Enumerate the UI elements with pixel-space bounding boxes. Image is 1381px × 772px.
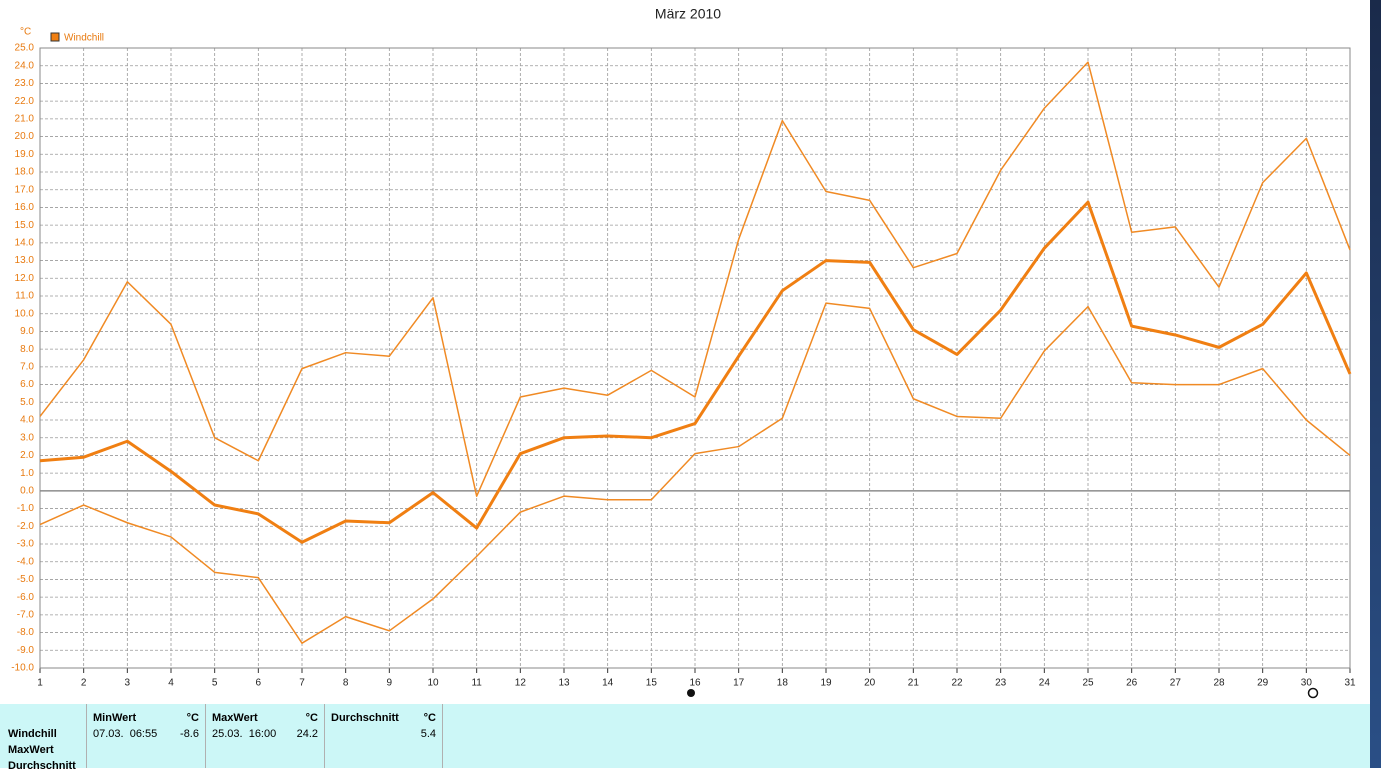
y-tick-label: 1.0 <box>20 468 34 479</box>
y-tick-label: 20.0 <box>15 131 35 142</box>
y-tick-label: 23.0 <box>15 78 35 89</box>
x-tick-label: 30 <box>1301 678 1313 689</box>
y-tick-label: 25.0 <box>15 43 35 54</box>
column-header: Durchschnitt <box>331 712 399 724</box>
y-tick-label: -4.0 <box>17 556 35 567</box>
x-tick-label: 10 <box>427 678 439 689</box>
y-tick-label: 6.0 <box>20 379 34 390</box>
y-tick-label: 19.0 <box>15 149 35 160</box>
y-tick-label: 13.0 <box>15 255 35 266</box>
stats-column: Durchschnitt °C 5.4 <box>324 704 443 768</box>
x-tick-label: 1 <box>37 678 43 689</box>
legend-swatch <box>50 32 60 42</box>
y-tick-label: 3.0 <box>20 432 34 443</box>
stat-value: 24.2 <box>296 728 318 740</box>
marker-icon <box>1307 687 1319 699</box>
stats-column: MaxWert °C 25.03. 16:00 24.2 <box>205 704 325 768</box>
x-tick-label: 25 <box>1082 678 1094 689</box>
y-tick-label: 24.0 <box>15 60 35 71</box>
column-unit: °C <box>305 712 318 724</box>
x-tick-label: 2 <box>81 678 87 689</box>
stat-time: 07.03. 06:55 <box>93 728 158 740</box>
stats-panel: Windchill MaxWert Durchschnitt MinWert °C 07.… <box>0 704 1370 772</box>
y-tick-label: -10.0 <box>11 663 34 674</box>
y-tick-label: 2.0 <box>20 450 34 461</box>
row-label: MaxWert <box>8 744 54 756</box>
x-tick-label: 3 <box>125 678 131 689</box>
marker-icon <box>687 689 695 697</box>
y-tick-label: 4.0 <box>20 415 34 426</box>
stat-value: -8.6 <box>180 728 199 740</box>
stat-time: 25.03. 16:00 <box>212 728 277 740</box>
x-tick-label: 17 <box>733 678 745 689</box>
x-tick-label: 5 <box>212 678 218 689</box>
x-tick-label: 21 <box>908 678 920 689</box>
chart-title: März 2010 <box>655 6 721 22</box>
x-tick-label: 11 <box>471 678 482 689</box>
y-unit: °C <box>20 27 31 38</box>
y-tick-label: 17.0 <box>15 184 35 195</box>
x-tick-label: 9 <box>387 678 393 689</box>
x-tick-label: 18 <box>777 678 789 689</box>
x-tick-label: 19 <box>820 678 832 689</box>
row-label: Durchschnitt <box>8 760 76 772</box>
x-tick-label: 15 <box>646 678 658 689</box>
y-tick-label: 16.0 <box>15 202 35 213</box>
y-tick-label: -8.0 <box>17 627 35 638</box>
x-tick-label: 20 <box>864 678 876 689</box>
y-tick-label: 10.0 <box>15 308 35 319</box>
data-line <box>39 302 1351 644</box>
x-tick-label: 7 <box>299 678 305 689</box>
y-tick-label: 21.0 <box>15 113 35 124</box>
x-tick-label: 26 <box>1126 678 1138 689</box>
y-tick-label: -6.0 <box>17 592 35 603</box>
chart: März 2010 °C Windchill -10.0 -9.0 -8.0 -7.0… <box>11 6 1356 699</box>
data-line <box>39 200 1352 544</box>
y-tick-label: 22.0 <box>15 96 35 107</box>
y-tick-label: 9.0 <box>20 326 34 337</box>
x-tick-label: 29 <box>1257 678 1269 689</box>
y-tick-label: -2.0 <box>17 521 35 532</box>
x-tick-label: 13 <box>558 678 570 689</box>
x-tick-label: 14 <box>602 678 614 689</box>
stats-column: MinWert °C 07.03. 06:55 -8.6 <box>86 704 206 768</box>
window-edge <box>1370 0 1381 768</box>
x-tick-label: 6 <box>256 678 262 689</box>
y-tick-label: 15.0 <box>15 220 35 231</box>
y-tick-label: -3.0 <box>17 539 35 550</box>
x-tick-label: 22 <box>951 678 963 689</box>
x-tick-label: 8 <box>343 678 349 689</box>
y-tick-label: 8.0 <box>20 344 34 355</box>
y-tick-label: 12.0 <box>15 273 35 284</box>
y-tick-label: 5.0 <box>20 397 34 408</box>
stat-value: 5.4 <box>420 728 436 740</box>
x-tick-label: 31 <box>1344 678 1356 689</box>
y-tick-label: 18.0 <box>15 167 35 178</box>
y-tick-label: 7.0 <box>20 361 34 372</box>
y-tick-label: -1.0 <box>17 503 35 514</box>
y-tick-label: 0.0 <box>20 485 34 496</box>
column-header: MinWert <box>93 712 137 724</box>
column-unit: °C <box>423 712 436 724</box>
x-tick-label: 12 <box>515 678 527 689</box>
x-tick-label: 28 <box>1213 678 1225 689</box>
y-tick-label: -5.0 <box>17 574 35 585</box>
plot-frame <box>39 47 1351 669</box>
column-unit: °C <box>186 712 199 724</box>
y-tick-label: -9.0 <box>17 645 35 656</box>
column-header: MaxWert <box>212 712 258 724</box>
row-label: Windchill <box>8 728 57 740</box>
x-tick-label: 16 <box>689 678 701 689</box>
data-line <box>39 61 1351 497</box>
x-tick-label: 4 <box>168 678 174 689</box>
x-tick-label: 23 <box>995 678 1007 689</box>
legend-label: Windchill <box>64 33 104 44</box>
x-tick-label: 24 <box>1039 678 1051 689</box>
y-tick-label: 14.0 <box>15 237 35 248</box>
x-tick-label: 27 <box>1170 678 1182 689</box>
y-tick-label: 11.0 <box>15 291 34 302</box>
y-tick-label: -7.0 <box>17 609 35 620</box>
